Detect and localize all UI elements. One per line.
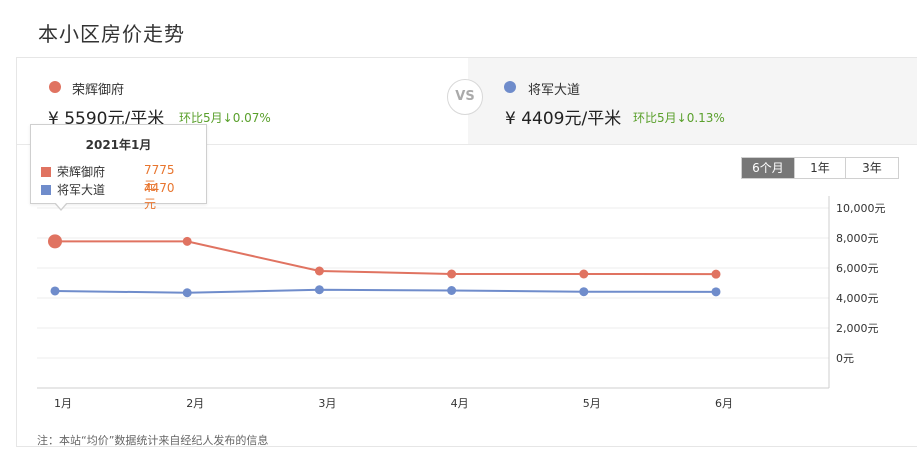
data-point: [579, 269, 589, 279]
x-tick-label: 3月: [318, 397, 336, 410]
x-tick-label: 1月: [54, 397, 72, 410]
right-price: ¥ 4409元/平米: [505, 109, 622, 129]
data-point: [711, 269, 721, 279]
y-tick-label: 2,000元: [836, 322, 879, 335]
left-legend-dot: [49, 81, 61, 93]
y-tick-label: 6,000元: [836, 262, 879, 275]
left-change: 环比5月↓0.07%: [179, 111, 271, 125]
tooltip-series-name: 荣辉御府: [57, 165, 106, 179]
tooltip-series-value: 7775元: [144, 163, 175, 193]
right-legend-dot: [504, 81, 516, 93]
x-tick-label: 2月: [186, 397, 204, 410]
tab-6-months[interactable]: 6个月: [742, 158, 794, 178]
data-point: [182, 236, 192, 246]
tab-1-year[interactable]: 1年: [794, 158, 845, 178]
vs-badge: VS: [447, 79, 483, 115]
x-tick-label: 4月: [451, 397, 469, 410]
data-point: [447, 269, 457, 279]
tooltip-swatch: [41, 185, 51, 195]
tooltip-swatch: [41, 167, 51, 177]
tooltip-series-value: 4470元: [144, 181, 175, 211]
data-point: [314, 285, 324, 295]
data-point: [50, 286, 60, 296]
left-community-name: 荣辉御府: [72, 83, 125, 98]
y-tick-label: 8,000元: [836, 232, 879, 245]
x-tick-label: 5月: [583, 397, 601, 410]
data-point: [711, 287, 721, 297]
right-change: 环比5月↓0.13%: [633, 111, 725, 125]
tooltip-series-name: 将军大道: [57, 183, 106, 197]
data-point: [579, 287, 589, 297]
data-point: [48, 234, 62, 249]
footnote: 注：本站“均价”数据统计来自经纪人发布的信息: [37, 434, 269, 447]
tab-3-years[interactable]: 3年: [845, 158, 898, 178]
data-point: [447, 286, 457, 295]
series-line: [54, 288, 717, 294]
page-title: 本小区房价走势: [38, 22, 185, 46]
y-tick-label: 10,000元: [836, 202, 886, 215]
data-point: [182, 288, 192, 298]
y-tick-label: 4,000元: [836, 292, 879, 305]
y-tick-label: 0元: [836, 352, 854, 365]
x-tick-label: 6月: [715, 397, 733, 410]
chart-tooltip: 2021年1月 荣辉御府 7775元 将军大道 4470元: [30, 124, 207, 211]
compare-divider: [17, 144, 917, 145]
right-community-name: 将军大道: [528, 83, 581, 98]
data-point: [314, 266, 324, 276]
series-line: [55, 240, 717, 276]
price-trend-card: [16, 57, 917, 447]
tooltip-row: 将军大道 4470元: [41, 181, 175, 211]
tooltip-row: 荣辉御府 7775元: [41, 163, 175, 193]
tooltip-title: 2021年1月: [85, 138, 152, 152]
period-tabs: 6个月 1年 3年: [741, 157, 899, 179]
compare-right-panel: [468, 58, 917, 144]
tooltip-arrow-fill: [55, 202, 67, 209]
